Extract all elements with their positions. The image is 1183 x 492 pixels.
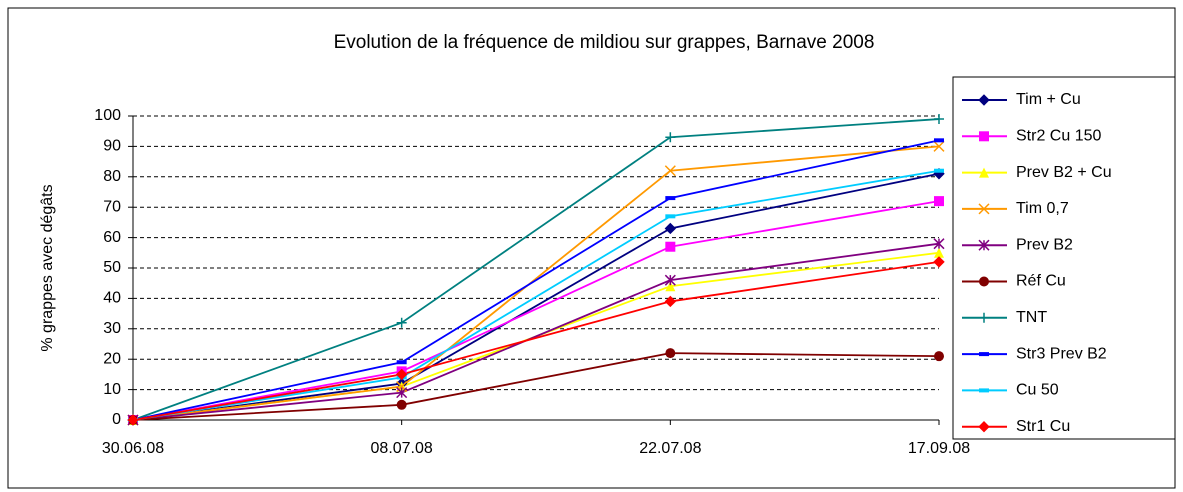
legend-label: Prev B2 [1016, 236, 1073, 253]
marker [933, 256, 945, 268]
series-line [132, 169, 940, 421]
marker [933, 238, 945, 250]
x-tick-label: 22.07.08 [639, 440, 701, 457]
y-tick-label: 10 [103, 381, 121, 398]
marker [396, 360, 407, 365]
series-line [132, 200, 940, 421]
marker [978, 239, 990, 251]
marker [665, 348, 676, 359]
legend-box [952, 76, 1176, 440]
y-tick-label: 60 [103, 229, 121, 246]
series-line [132, 242, 940, 421]
marker [979, 167, 989, 178]
chart-title: Evolution de la fréquence de mildiou sur… [334, 32, 875, 53]
marker [979, 352, 989, 357]
y-tick-label: 40 [103, 290, 121, 307]
marker [664, 295, 677, 308]
marker [396, 387, 408, 399]
series-line [132, 352, 940, 421]
legend-label: Str2 Cu 150 [1016, 128, 1101, 145]
legend-label: TNT [1016, 309, 1047, 326]
marker [978, 94, 990, 106]
legend-label: Tim 0,7 [1016, 200, 1069, 217]
marker [395, 368, 408, 381]
marker [934, 168, 944, 173]
marker [665, 214, 676, 219]
marker [664, 274, 676, 286]
y-tick-label: 30 [103, 320, 121, 337]
marker [665, 132, 676, 143]
y-tick-label: 90 [103, 138, 121, 155]
legend-label: Tim + Cu [1016, 91, 1081, 108]
marker [127, 414, 139, 426]
x-tick-label: 30.06.08 [102, 440, 164, 457]
x-tick-label: 17.09.08 [908, 440, 970, 457]
legend-label: Prev B2 + Cu [1016, 164, 1112, 181]
series-line [132, 172, 940, 421]
marker [978, 203, 990, 215]
y-axis-label: % grappes avec dégâts [39, 184, 56, 351]
marker [934, 114, 944, 125]
y-tick-label: 70 [103, 198, 121, 215]
y-tick-label: 80 [103, 168, 121, 185]
marker [933, 140, 945, 152]
marker [664, 222, 677, 235]
marker [664, 165, 676, 177]
legend-label: Str3 Prev B2 [1016, 345, 1107, 362]
marker [979, 312, 989, 323]
marker [934, 196, 944, 207]
marker [978, 420, 990, 433]
marker [979, 388, 989, 393]
marker [665, 241, 676, 252]
marker [979, 131, 989, 142]
marker [665, 281, 676, 292]
legend-label: Réf Cu [1016, 273, 1066, 290]
x-tick-label: 08.07.08 [371, 440, 433, 457]
series-line [132, 261, 940, 421]
marker [396, 399, 407, 410]
y-tick-label: 20 [103, 350, 121, 367]
marker [979, 276, 989, 287]
series-line [132, 118, 940, 421]
marker [665, 196, 676, 201]
series-line [132, 139, 940, 421]
legend-label: Str1 Cu [1016, 418, 1070, 435]
y-tick-label: 50 [103, 259, 121, 276]
y-tick-label: 100 [94, 107, 121, 124]
series-line [132, 145, 940, 421]
marker [396, 317, 407, 328]
y-tick-label: 0 [112, 411, 121, 428]
marker [934, 138, 944, 143]
legend-label: Cu 50 [1016, 382, 1059, 399]
marker [934, 247, 944, 258]
marker [934, 351, 944, 362]
